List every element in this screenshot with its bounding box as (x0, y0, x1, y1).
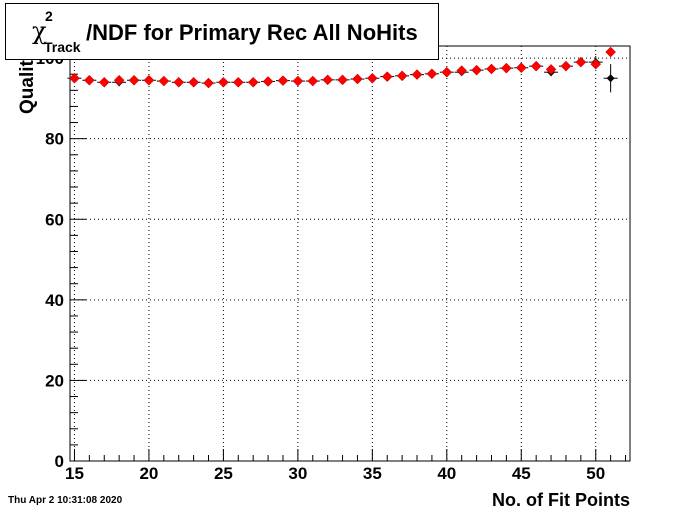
red-data-point (292, 75, 304, 87)
red-data-point (277, 75, 289, 87)
x-tick-label: 40 (437, 464, 456, 483)
timestamp: Thu Apr 2 10:31:08 2020 (8, 495, 123, 506)
red-data-point (173, 76, 185, 88)
y-tick-label: 40 (45, 291, 64, 310)
x-tick-label: 50 (586, 464, 605, 483)
y-axis-label: Qualit (17, 60, 38, 114)
red-data-point (84, 74, 95, 86)
red-data-point (113, 74, 125, 86)
chart-title-symbol: χ (32, 17, 47, 45)
red-data-point (352, 73, 363, 85)
red-data-point (366, 72, 378, 84)
red-data-point (69, 72, 80, 84)
x-tick-label: 30 (288, 464, 307, 483)
red-data-point (203, 77, 214, 89)
red-data-point (501, 62, 512, 74)
chart-title-box: χ 2 Track /NDF for Primary Rec All NoHit… (5, 3, 439, 60)
chart-grid (70, 46, 630, 462)
red-data-point (545, 64, 557, 75)
x-tick-label: 45 (512, 464, 531, 483)
red-data-point (128, 74, 140, 86)
red-data-point (307, 75, 319, 87)
red-data-point (590, 58, 602, 70)
y-tick-label: 80 (45, 130, 64, 149)
y-tick-label: 0 (55, 452, 64, 471)
chart-title-subscript: Track (44, 39, 81, 55)
red-data-point (411, 69, 423, 80)
chart-title-text: /NDF for Primary Rec All NoHits (86, 20, 418, 45)
red-data-point (396, 70, 408, 82)
x-tick-label: 25 (214, 464, 233, 483)
black-data-point (603, 64, 618, 93)
red-data-point (98, 76, 110, 88)
chart-title-superscript: 2 (45, 8, 53, 24)
red-data-point (143, 74, 155, 86)
red-data-point (471, 64, 482, 76)
black-marker (606, 74, 615, 83)
red-data-point (247, 76, 259, 88)
red-data-point (218, 76, 229, 88)
red-data-point (426, 68, 438, 80)
red-data-point (530, 60, 542, 72)
red-data-point (322, 74, 334, 86)
red-data-point (515, 62, 527, 74)
red-data-point (337, 74, 348, 86)
y-tick-label: 60 (45, 210, 64, 229)
chart-data-layer (67, 46, 618, 93)
x-tick-label: 15 (65, 464, 84, 483)
x-axis-label: No. of Fit Points (492, 490, 630, 510)
red-data-point (262, 76, 274, 87)
red-data-point (486, 63, 497, 75)
chart-axes: 1520253035404550020406080100 (36, 49, 627, 483)
red-data-point (158, 75, 170, 87)
red-data-point (560, 60, 572, 72)
red-data-point (575, 56, 587, 68)
x-tick-label: 20 (139, 464, 158, 483)
red-data-point (441, 66, 453, 78)
x-tick-label: 35 (363, 464, 382, 483)
red-data-point (232, 76, 244, 88)
red-data-point (188, 76, 199, 88)
red-data-point (605, 46, 616, 58)
red-data-point (381, 71, 393, 82)
y-tick-label: 20 (45, 371, 64, 390)
chart-frame (69, 45, 631, 462)
red-data-point (456, 65, 468, 76)
